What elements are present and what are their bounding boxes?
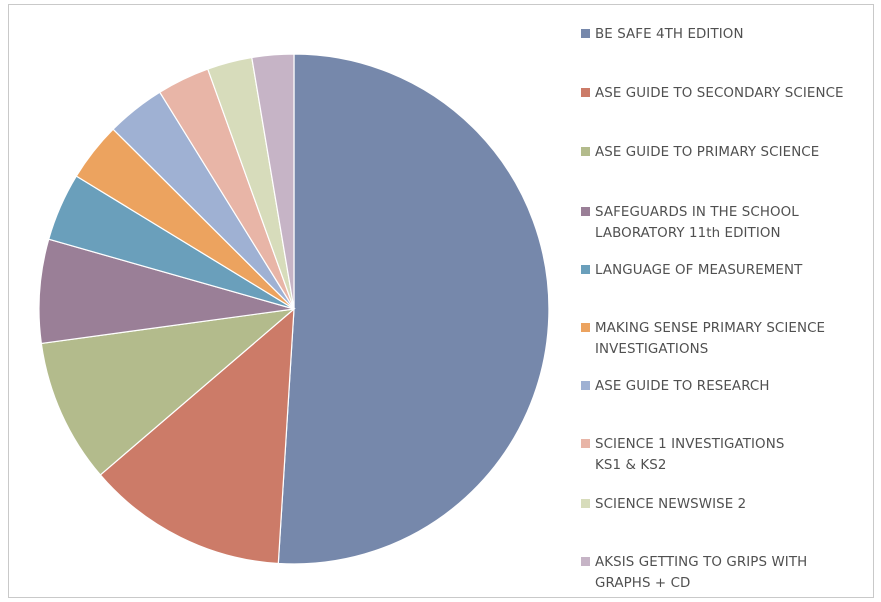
legend-label: SCIENCE NEWSWISE 2 [595, 497, 747, 512]
legend-label: SAFEGUARDS IN THE SCHOOL LABORATORY 11th… [595, 205, 799, 241]
legend-swatch [581, 499, 590, 508]
legend-swatch [581, 265, 590, 274]
legend-swatch [581, 29, 590, 38]
pie-slice [99, 307, 295, 565]
legend-swatch [581, 323, 590, 332]
pie-slice [277, 53, 550, 565]
pie-slice [40, 308, 296, 476]
legend-label: LANGUAGE OF MEASUREMENT [595, 263, 803, 278]
pie-slice [251, 53, 295, 310]
legend-label: BE SAFE 4TH EDITION [595, 27, 744, 42]
legend-swatch [581, 439, 590, 448]
legend-swatch [581, 381, 590, 390]
legend-label: SCIENCE 1 INVESTIGATIONS KS1 & KS2 [595, 437, 785, 473]
legend-swatch [581, 147, 590, 156]
pie-chart [38, 53, 550, 565]
chart-legend: BE SAFE 4TH EDITION ASE GUIDE TO SECONDA… [581, 5, 873, 597]
legend-label: ASE GUIDE TO SECONDARY SCIENCE [595, 86, 844, 101]
legend-swatch [581, 557, 590, 566]
legend-swatch [581, 88, 590, 97]
legend-label: AKSIS GETTING TO GRIPS WITH GRAPHS + CD [595, 555, 808, 591]
legend-label: MAKING SENSE PRIMARY SCIENCE INVESTIGATI… [595, 321, 826, 357]
legend-swatch [581, 207, 590, 216]
legend-label: ASE GUIDE TO RESEARCH [595, 379, 770, 394]
chart-frame: BE SAFE 4TH EDITION ASE GUIDE TO SECONDA… [8, 4, 874, 598]
legend-label: ASE GUIDE TO PRIMARY SCIENCE [595, 145, 820, 160]
